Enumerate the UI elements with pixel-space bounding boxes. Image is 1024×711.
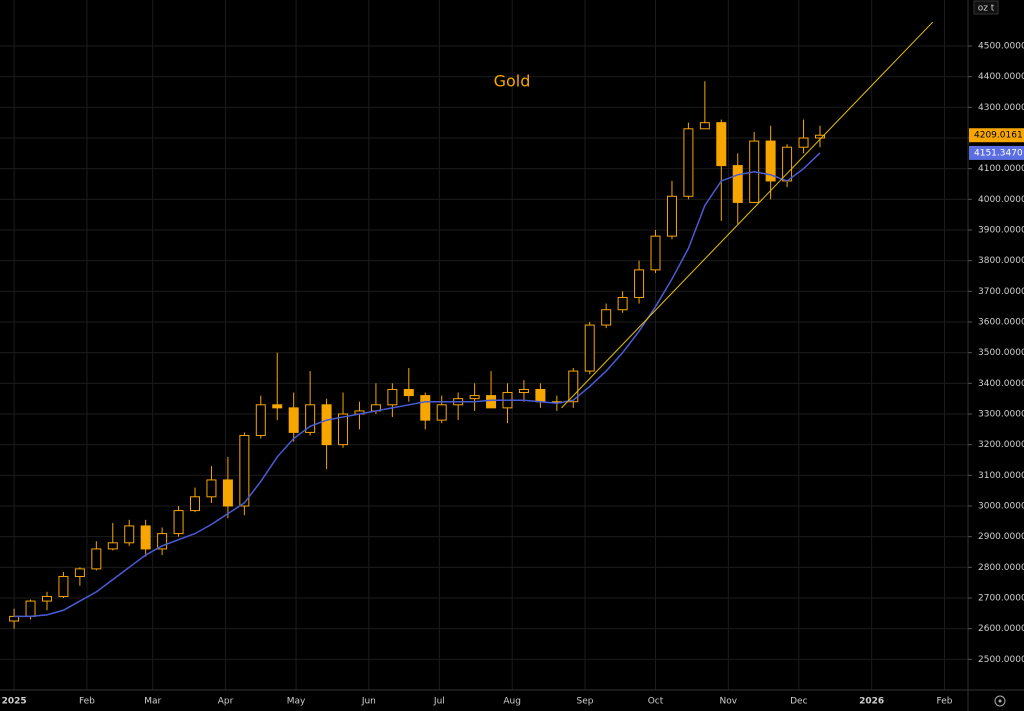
candle-body <box>814 134 825 139</box>
candle-body <box>74 568 85 578</box>
candle-body <box>420 395 431 421</box>
x-tick-label: Jul <box>433 697 445 707</box>
unit-box[interactable] <box>973 0 999 15</box>
candle-body <box>305 404 316 433</box>
candle-body <box>683 128 694 197</box>
candle-body <box>206 479 217 498</box>
candle-body <box>568 370 579 403</box>
y-tick-label: 3100.0000 <box>978 471 1024 481</box>
x-tick-label: Apr <box>218 697 234 707</box>
x-tick-label: Feb <box>79 697 95 707</box>
y-tick-label: 2800.0000 <box>978 563 1024 573</box>
candle-body <box>272 404 283 409</box>
candle-body <box>518 388 529 394</box>
price-tag <box>969 128 1024 143</box>
x-tick-label: Nov <box>720 697 738 707</box>
candle-body <box>255 404 266 436</box>
axes: 2500.0000 2600.0000 2700.0000 2800.0000 2900… <box>2 42 1024 707</box>
y-tick-label: 3400.0000 <box>978 379 1024 389</box>
candle-body <box>140 525 151 550</box>
candle-body <box>25 600 36 617</box>
x-tick-label: Dec <box>790 697 807 707</box>
candle-body <box>239 434 250 507</box>
candle-body <box>699 122 710 130</box>
candle-body <box>338 413 349 446</box>
grid <box>0 0 968 690</box>
candle-body <box>387 388 398 406</box>
settings-icon-dot <box>998 699 1002 703</box>
y-tick-label: 3900.0000 <box>978 226 1024 236</box>
candle-body <box>436 404 447 421</box>
candle-body <box>190 496 201 512</box>
price-tag-label: 4151.3470 <box>974 148 1023 158</box>
candle-body <box>222 479 233 507</box>
candle-body <box>486 395 497 409</box>
candle-body <box>173 510 184 535</box>
x-tick-label: Feb <box>937 697 953 707</box>
candle-body <box>288 407 299 433</box>
candle-body <box>107 542 118 550</box>
y-tick-label: 3800.0000 <box>978 256 1024 266</box>
x-tick-label: Oct <box>648 697 664 707</box>
y-tick-label: 2500.0000 <box>978 655 1024 665</box>
candle-body <box>732 165 743 203</box>
y-tick-label: 3500.0000 <box>978 348 1024 358</box>
candle-body <box>798 137 809 148</box>
y-tick-label: 4100.0000 <box>978 164 1024 174</box>
candle-body <box>666 195 677 237</box>
y-tick-label: 2700.0000 <box>978 594 1024 604</box>
candle-body <box>469 395 480 400</box>
y-tick-label: 3000.0000 <box>978 502 1024 512</box>
candle-body <box>41 595 52 602</box>
y-tick-label: 2600.0000 <box>978 624 1024 634</box>
candle-body <box>634 269 645 298</box>
candle-body <box>782 146 793 182</box>
candle-body <box>321 404 332 446</box>
y-tick-label: 3600.0000 <box>978 318 1024 328</box>
x-tick-label: 2026 <box>859 697 884 707</box>
moving-average <box>14 152 821 618</box>
chart-title: Gold <box>494 72 531 91</box>
y-tick-label: 3300.0000 <box>978 410 1024 420</box>
candle-body <box>716 122 727 167</box>
candle-body <box>584 324 595 372</box>
y-tick-label: 3700.0000 <box>978 287 1024 297</box>
x-tick-label: Mar <box>144 697 161 707</box>
y-tick-label: 4000.0000 <box>978 195 1024 205</box>
y-tick-label: 2900.0000 <box>978 532 1024 542</box>
candle-body <box>601 309 612 326</box>
candle-body <box>650 235 661 271</box>
price-tag <box>969 145 1024 160</box>
price-tag-label: 4209.0161 <box>974 131 1023 141</box>
candle-body <box>58 576 69 597</box>
settings-icon[interactable] <box>994 695 1006 707</box>
y-tick-label: 3200.0000 <box>978 440 1024 450</box>
y-tick-label: 4400.0000 <box>978 72 1024 82</box>
x-tick-label: May <box>287 697 306 707</box>
candle-body <box>617 296 628 311</box>
candle-body <box>91 548 102 570</box>
candle-body <box>124 525 135 544</box>
unit-label: oz t <box>978 4 995 14</box>
candle-body <box>765 140 776 182</box>
candle-body <box>403 388 414 397</box>
trendline <box>561 21 934 409</box>
marks <box>9 21 934 629</box>
x-tick-label: Aug <box>503 697 521 707</box>
candle-body <box>535 388 546 403</box>
y-tick-label: 4300.0000 <box>978 103 1024 113</box>
y-tick-label: 4500.0000 <box>978 42 1024 52</box>
x-tick-label: Sep <box>577 697 594 707</box>
x-tick-label: 2025 <box>2 697 27 707</box>
x-tick-label: Jun <box>361 697 376 707</box>
candle-body <box>157 533 168 550</box>
